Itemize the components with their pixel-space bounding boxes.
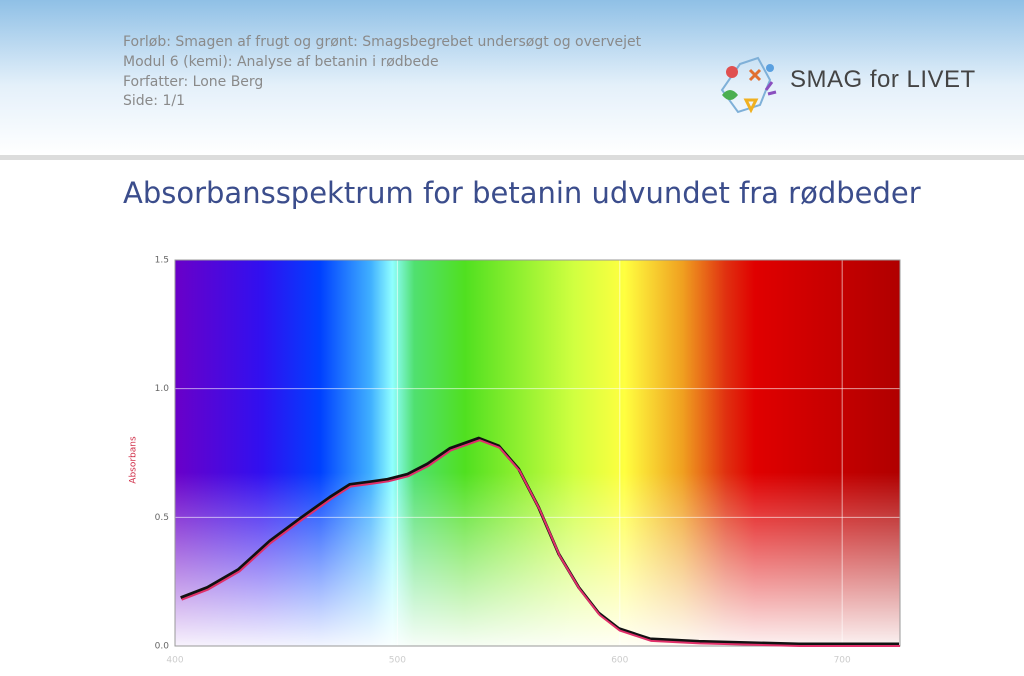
chart-title: Absorbansspektrum for betanin udvundet f… (123, 176, 921, 210)
x-tick-label: 400 (166, 656, 183, 666)
y-tick-label: 0.0 (155, 642, 170, 652)
y-tick-label: 0.5 (155, 513, 169, 523)
data-line-shadow (180, 436, 899, 646)
header-line: Forløb: Smagen af frugt og grønt: Smagsb… (123, 34, 642, 50)
y-tick-label: 1.0 (155, 384, 170, 394)
data-line (181, 439, 900, 647)
x-tick-label: 600 (611, 656, 628, 666)
y-tick-label: 1.5 (155, 256, 169, 266)
plot-frame (174, 259, 901, 647)
header-line: Forfatter: Lone Berg (123, 74, 264, 90)
logo-text: SMAG for LIVET (790, 66, 976, 93)
x-tick-label: 700 (834, 656, 851, 666)
logo-icon (720, 56, 777, 114)
y-axis-label: Absorbans (129, 436, 139, 484)
header-line: Side: 1/1 (123, 93, 185, 109)
x-tick-label: 500 (389, 656, 406, 666)
header-line: Modul 6 (kemi): Analyse af betanin i rød… (123, 54, 439, 70)
spectrum-fade (175, 260, 900, 646)
header: Forløb: Smagen af frugt og grønt: Smagsb… (0, 0, 1024, 160)
